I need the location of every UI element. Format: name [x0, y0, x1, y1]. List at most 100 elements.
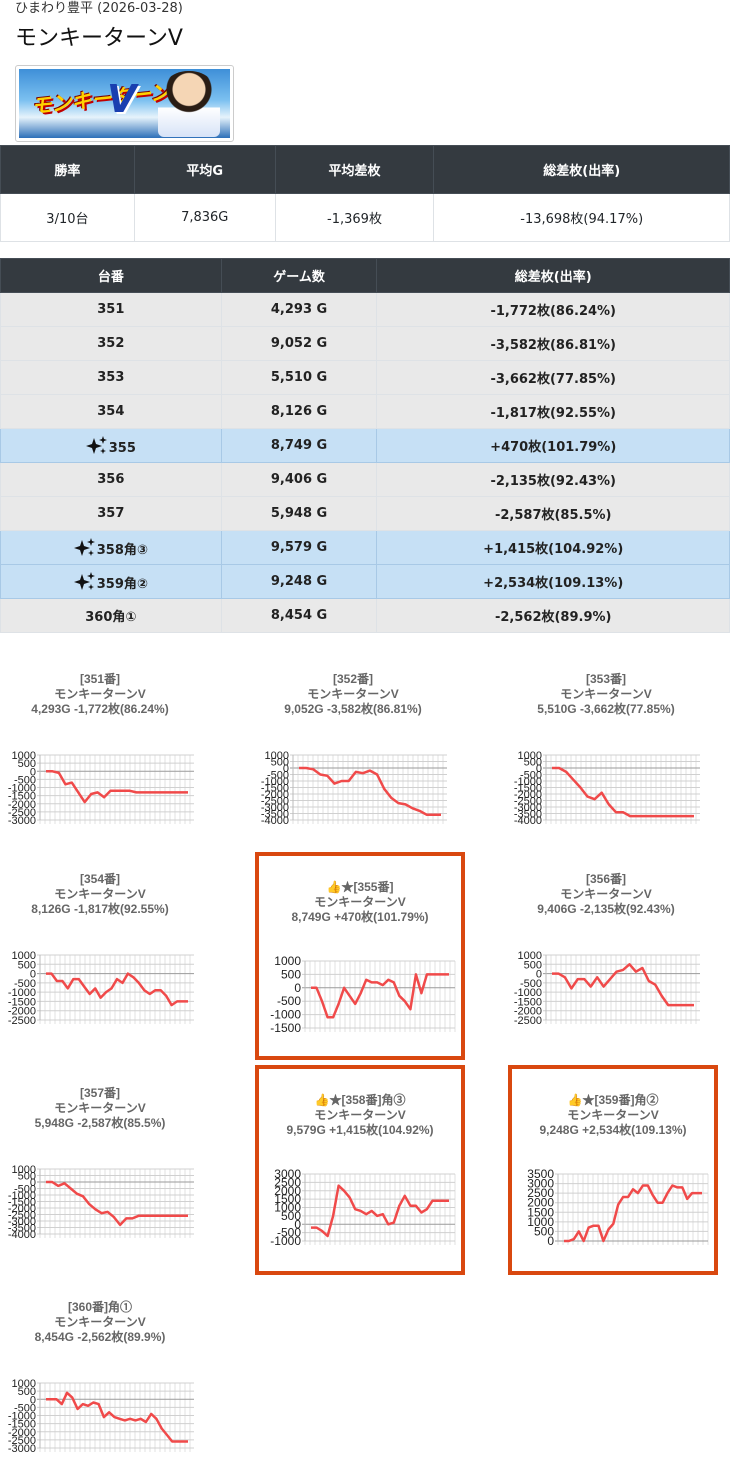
- summary-total-diff: -13,698枚(94.17%): [433, 193, 730, 242]
- y-tick-label: -2500: [8, 1435, 36, 1447]
- y-tick-label: -2500: [514, 1015, 542, 1027]
- y-tick-label: -3500: [514, 809, 542, 821]
- y-tick-label: 500: [271, 757, 289, 769]
- y-tick-label: 500: [281, 1209, 301, 1223]
- machine-row[interactable]: 360角① 8,454 G -2,562枚(89.9%): [0, 598, 730, 633]
- y-tick-label: 1000: [274, 1201, 301, 1215]
- y-tick-label: -3000: [8, 1443, 36, 1455]
- machine-row[interactable]: 352 9,052 G -3,582枚(86.81%): [0, 326, 730, 361]
- diff-series-line: [311, 973, 449, 1019]
- chart-caption-model: モンキーターンV: [314, 895, 406, 909]
- slump-chart-card[interactable]: [356番] モンキーターンV 9,406G -2,135枚(92.43%) 1000…: [506, 850, 706, 1048]
- machine-number: 356: [97, 472, 125, 487]
- machine-row[interactable]: 353 5,510 G -3,662枚(77.85%): [0, 360, 730, 395]
- machine-row[interactable]: 356 9,406 G -2,135枚(92.43%): [0, 462, 730, 497]
- machine-number: 358角③: [96, 542, 148, 558]
- y-tick-label: -1500: [8, 1419, 36, 1431]
- machine-row[interactable]: 357 5,948 G -2,587枚(85.5%): [0, 496, 730, 531]
- diff-series-line: [552, 963, 694, 1007]
- diff-series-line: [299, 766, 441, 817]
- machine-row[interactable]: 359角② 9,248 G +2,534枚(109.13%): [0, 564, 730, 599]
- diff-series-line: [46, 1180, 188, 1227]
- y-tick-label: -500: [14, 1402, 36, 1414]
- sparkles-icon: [73, 571, 95, 590]
- y-tick-label: -500: [277, 994, 301, 1008]
- machine-games: 4,293 G: [220, 292, 378, 327]
- slump-chart-card[interactable]: [360番]角① モンキーターンV 8,454G -2,562枚(89.9%) 100…: [0, 1278, 200, 1477]
- slump-chart-card[interactable]: [357番] モンキーターンV 5,948G -2,587枚(85.5%) 1000 5…: [0, 1064, 200, 1262]
- y-tick-label: 1000: [518, 750, 542, 762]
- slump-chart-card[interactable]: [353番] モンキーターンV 5,510G -3,662枚(77.85%) 1000…: [506, 650, 706, 845]
- slump-chart-card[interactable]: [354番] モンキーターンV 8,126G -1,817枚(92.55%) 1000…: [0, 850, 200, 1048]
- summary-header-winrate: 勝率: [0, 145, 135, 194]
- slump-chart-card[interactable]: [352番] モンキーターンV 9,052G -3,582枚(86.81%) 1000…: [253, 650, 453, 845]
- machine-row[interactable]: 354 8,126 G -1,817枚(92.55%): [0, 394, 730, 429]
- y-tick-label: -2000: [8, 799, 36, 811]
- machine-diff: -3,662枚(77.85%): [376, 360, 730, 395]
- y-tick-label: 0: [283, 763, 289, 775]
- y-tick-label: -1000: [8, 1411, 36, 1423]
- machine-games: 9,052 G: [220, 326, 378, 361]
- machine-diff: -2,135枚(92.43%): [376, 462, 730, 497]
- y-tick-label: 1000: [274, 956, 301, 968]
- slump-chart: 10005000-500-1000-1500-2000-2500-3000-35…: [8, 1164, 194, 1241]
- diff-series-line: [311, 1184, 449, 1238]
- machine-number: 351: [97, 302, 125, 317]
- y-tick-label: 0: [294, 1217, 301, 1231]
- y-tick-label: -2500: [261, 796, 289, 808]
- y-tick-label: -500: [520, 978, 542, 990]
- y-tick-label: 0: [30, 1394, 36, 1406]
- y-tick-label: -3000: [514, 802, 542, 814]
- machine-row[interactable]: 355 8,749 G +470枚(101.79%): [0, 428, 730, 463]
- chart-caption-model: モンキーターンV: [54, 687, 146, 701]
- slump-chart-card[interactable]: 👍★[355番] モンキーターンV 8,749G +470枚(101.79%) 100…: [255, 852, 465, 1060]
- chart-caption-machine: [356番]: [585, 872, 626, 886]
- slump-chart-card[interactable]: [351番] モンキーターンV 4,293G -1,772枚(86.24%) 1000…: [0, 650, 200, 845]
- machine-number: 353: [97, 370, 125, 385]
- slump-chart-card[interactable]: 👍★[358番]角③ モンキーターンV 9,579G +1,415枚(104.92%…: [255, 1065, 465, 1275]
- diff-series-line: [46, 770, 188, 804]
- machine-games: 9,248 G: [220, 564, 378, 599]
- machine-games: 8,126 G: [220, 394, 378, 429]
- y-tick-label: 0: [30, 766, 36, 778]
- y-tick-label: -1500: [514, 783, 542, 795]
- y-tick-label: -1500: [8, 996, 36, 1008]
- chart-caption-model: モンキーターンV: [560, 687, 652, 701]
- chart-caption-result: 9,052G -3,582枚(86.81%): [284, 702, 422, 716]
- y-tick-label: -2000: [514, 1006, 542, 1018]
- y-tick-label: -2500: [8, 807, 36, 819]
- y-tick-label: 0: [294, 981, 301, 995]
- chart-caption-result: 4,293G -1,772枚(86.24%): [31, 702, 169, 716]
- y-tick-label: -1500: [270, 1021, 301, 1035]
- machine-games: 9,406 G: [220, 462, 378, 497]
- machine-row[interactable]: 358角③ 9,579 G +1,415枚(104.92%): [0, 530, 730, 565]
- y-tick-label: -1000: [8, 1190, 36, 1202]
- y-tick-label: 2500: [527, 1186, 554, 1200]
- machine-games: 9,579 G: [220, 530, 378, 565]
- machine-diff: -2,562枚(89.9%): [376, 598, 730, 633]
- y-tick-label: -3500: [8, 1223, 36, 1235]
- y-tick-label: 0: [30, 969, 36, 981]
- y-tick-label: -500: [14, 1184, 36, 1196]
- y-tick-label: -1500: [514, 996, 542, 1008]
- chart-caption-model: モンキーターンV: [54, 887, 146, 901]
- y-tick-label: 1000: [265, 750, 289, 762]
- chart-caption-model: モンキーターンV: [567, 1108, 659, 1122]
- y-tick-label: 500: [534, 1224, 554, 1238]
- y-tick-label: 1000: [12, 1164, 36, 1176]
- machine-games: 5,510 G: [220, 360, 378, 395]
- machine-row[interactable]: 351 4,293 G -1,772枚(86.24%): [0, 292, 730, 327]
- page-title: モンキーターンV: [15, 26, 183, 51]
- slump-chart-card[interactable]: 👍★[359番]角② モンキーターンV 9,248G +2,534枚(109.13%…: [508, 1065, 718, 1275]
- y-tick-label: 500: [18, 758, 36, 770]
- y-tick-label: 500: [281, 967, 301, 981]
- machine-number: 352: [97, 336, 125, 351]
- chart-caption-machine: 👍★[359番]角②: [567, 1093, 659, 1107]
- diff-series-line: [46, 972, 188, 1007]
- machine-number-cell: 360角①: [0, 598, 222, 633]
- machine-diff: -3,582枚(86.81%): [376, 326, 730, 361]
- y-tick-label: 0: [536, 969, 542, 981]
